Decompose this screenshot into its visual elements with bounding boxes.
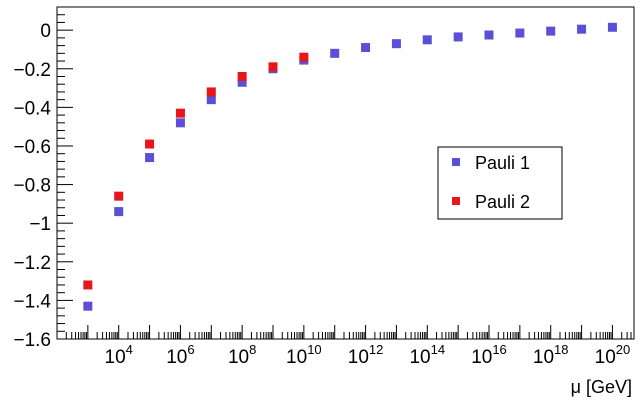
- data-point-1: [330, 48, 340, 58]
- data-point-2: [299, 52, 309, 62]
- tick-labels: 104 106 108 1010 1012 1014 1016 1018 1020 0 −0.2 −0…: [13, 21, 630, 368]
- legend: Pauli 1 Pauli 2: [437, 146, 563, 220]
- data-point-1: [237, 77, 247, 87]
- data-point-2: [145, 139, 155, 149]
- y-tick-label: −1.6: [13, 330, 51, 351]
- x-tick-label: 1010: [286, 342, 322, 368]
- data-point-1: [83, 301, 93, 311]
- y-tick-label: −0.2: [13, 60, 51, 81]
- data-points: [83, 22, 617, 311]
- axis-ticks: [57, 6, 635, 340]
- data-point-1: [206, 95, 216, 105]
- data-point-1: [577, 24, 587, 34]
- x-tick-label: 1020: [595, 342, 631, 368]
- y-tick-label: −0.6: [13, 137, 51, 158]
- x-tick-label: 1018: [533, 342, 569, 368]
- y-tick-label: 0: [40, 21, 51, 42]
- data-point-2: [114, 191, 124, 201]
- data-point-1: [391, 39, 401, 49]
- y-tick-label: −1.2: [13, 253, 51, 274]
- x-tick-label: 1014: [409, 342, 445, 368]
- y-tick-label: −1.4: [13, 291, 51, 312]
- data-point-1: [453, 32, 463, 42]
- data-point-1: [607, 22, 617, 32]
- x-tick-label: 106: [166, 342, 194, 368]
- x-tick-label: 1016: [471, 342, 507, 368]
- data-point-1: [145, 153, 155, 163]
- y-tick-label: −1: [29, 214, 51, 235]
- x-tick-label: 1012: [348, 342, 384, 368]
- data-point-2: [83, 280, 93, 290]
- data-point-1: [515, 28, 525, 38]
- data-point-1: [361, 43, 371, 53]
- data-point-2: [268, 62, 278, 72]
- legend-label-pauli-1: Pauli 1: [475, 153, 530, 173]
- x-tick-label: 108: [228, 342, 256, 368]
- data-point-2: [206, 87, 216, 97]
- data-point-1: [114, 207, 124, 217]
- data-point-2: [237, 71, 247, 81]
- y-tick-label: −0.8: [13, 176, 51, 197]
- legend-marker-pauli-2: [452, 197, 460, 205]
- data-point-1: [484, 30, 494, 40]
- plot-frame: [56, 6, 635, 340]
- y-tick-label: −0.4: [13, 98, 51, 119]
- data-point-1: [422, 35, 432, 45]
- x-tick-label: 104: [105, 342, 133, 368]
- data-point-2: [175, 108, 185, 118]
- x-axis-title: μ [GeV]: [571, 377, 632, 397]
- legend-marker-pauli-1: [452, 158, 460, 166]
- data-point-1: [175, 118, 185, 128]
- legend-label-pauli-2: Pauli 2: [475, 192, 530, 212]
- data-point-1: [546, 26, 556, 36]
